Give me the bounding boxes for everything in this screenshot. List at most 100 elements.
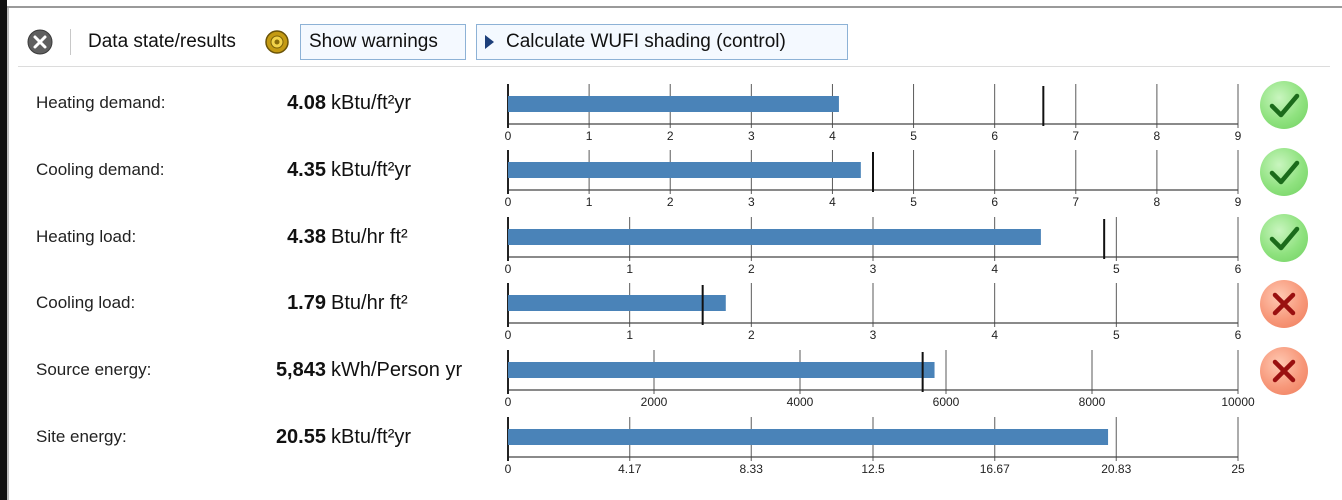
tick-label: 5 bbox=[910, 195, 917, 209]
cross-path bbox=[1272, 292, 1296, 316]
show-warnings-label: Show warnings bbox=[309, 31, 438, 52]
tick-label: 5 bbox=[910, 129, 917, 143]
tick-label: 6 bbox=[1235, 262, 1242, 276]
toolbar: Data state/results Show warnings Calcula… bbox=[18, 20, 1330, 67]
tick-label: 6 bbox=[991, 129, 998, 143]
tick-label: 0 bbox=[505, 262, 512, 276]
tick-label: 20.83 bbox=[1101, 462, 1131, 476]
status-indicator bbox=[1260, 280, 1308, 328]
bar-chart-svg: 0 1 2 3 4 5 6 bbox=[505, 283, 1242, 342]
tick-label: 10000 bbox=[1221, 395, 1255, 409]
bar-chart-cooling-load: 0 1 2 3 4 5 6 bbox=[500, 283, 1255, 349]
status-indicator bbox=[1260, 214, 1308, 262]
tick-label: 2 bbox=[748, 262, 755, 276]
window-top-border bbox=[7, 6, 1342, 8]
tick-label: 9 bbox=[1235, 129, 1242, 143]
metric-unit: kBtu/ft²yr bbox=[331, 426, 412, 448]
metric-value: 4.08 bbox=[287, 92, 326, 114]
metric-label: Heating demand: bbox=[36, 93, 166, 112]
metric-label: Cooling demand: bbox=[36, 160, 165, 179]
tick-label: 1 bbox=[586, 129, 593, 143]
value-bar bbox=[508, 295, 726, 311]
tick-label: 2000 bbox=[641, 395, 668, 409]
tick-label: 0 bbox=[505, 195, 512, 209]
tick-label: 5 bbox=[1113, 262, 1120, 276]
checkmark-path bbox=[1269, 226, 1300, 251]
tick-label: 0 bbox=[505, 129, 512, 143]
metric-label: Cooling load: bbox=[36, 293, 136, 312]
tick-label: 8.33 bbox=[740, 462, 764, 476]
tick-label: 7 bbox=[1072, 195, 1079, 209]
bar-chart-svg: 0 1 2 3 4 5 6 7 8 9 bbox=[505, 150, 1242, 209]
tick-label: 2 bbox=[667, 195, 674, 209]
metric-value: 20.55 bbox=[275, 426, 326, 448]
warning-status-icon bbox=[264, 24, 290, 60]
tick-label: 4000 bbox=[787, 395, 814, 409]
tick-label: 0 bbox=[505, 395, 512, 409]
metric-unit: Btu/hr ft² bbox=[331, 226, 408, 248]
metric-label: Heating load: bbox=[36, 227, 137, 246]
bar-chart-heating-load: 0 1 2 3 4 5 6 bbox=[500, 217, 1255, 283]
tick-label: 0 bbox=[505, 462, 512, 476]
tick-label: 4 bbox=[991, 262, 998, 276]
value-bar bbox=[508, 162, 861, 178]
tick-label: 1 bbox=[626, 262, 633, 276]
cross-icon bbox=[1272, 359, 1296, 383]
close-icon[interactable] bbox=[26, 24, 54, 60]
metric-value: 4.38 bbox=[287, 226, 326, 248]
tick-label: 8000 bbox=[1079, 395, 1106, 409]
metric-value: 5,843 bbox=[275, 359, 326, 381]
metric-label: Site energy: bbox=[36, 427, 127, 446]
tick-label: 12.5 bbox=[861, 462, 885, 476]
tick-label: 1 bbox=[586, 195, 593, 209]
checkmark-icon bbox=[1269, 226, 1300, 251]
tick-label: 6 bbox=[1235, 328, 1242, 342]
calculate-wufi-shading-button[interactable]: Calculate WUFI shading (control) bbox=[476, 24, 848, 60]
bar-chart-svg: 0 1 2 3 4 5 6 7 8 9 bbox=[505, 84, 1242, 143]
tick-label: 9 bbox=[1235, 195, 1242, 209]
play-triangle-icon bbox=[485, 35, 494, 49]
tick-label: 4.17 bbox=[618, 462, 642, 476]
status-indicator bbox=[1260, 148, 1308, 196]
status-indicator bbox=[1260, 81, 1308, 129]
bar-chart-svg: 0 4.17 8.33 12.5 16.67 20.83 25 bbox=[505, 417, 1245, 476]
value-bar bbox=[508, 229, 1041, 245]
checkmark-icon bbox=[1269, 160, 1300, 185]
tick-label: 3 bbox=[870, 328, 877, 342]
tick-label: 2 bbox=[667, 129, 674, 143]
bar-chart-svg: 0 2000 4000 6000 8000 10000 bbox=[505, 350, 1255, 409]
bar-chart-svg: 0 1 2 3 4 5 6 bbox=[505, 217, 1242, 276]
checkmark-path bbox=[1269, 93, 1300, 118]
bar-chart-source-energy: 0 2000 4000 6000 8000 10000 bbox=[500, 350, 1255, 416]
calculate-wufi-shading-label: Calculate WUFI shading (control) bbox=[506, 31, 786, 52]
tick-label: 4 bbox=[991, 328, 998, 342]
toolbar-separator bbox=[70, 29, 71, 55]
bar-chart-site-energy: 0 4.17 8.33 12.5 16.67 20.83 25 bbox=[500, 417, 1255, 483]
metric-unit: kBtu/ft²yr bbox=[331, 159, 412, 181]
tick-label: 6000 bbox=[933, 395, 960, 409]
tick-label: 0 bbox=[505, 328, 512, 342]
value-bar bbox=[508, 96, 839, 112]
cross-path bbox=[1272, 359, 1296, 383]
value-bar bbox=[508, 362, 935, 378]
metric-label: Source energy: bbox=[36, 360, 152, 379]
cross-icon bbox=[1272, 292, 1296, 316]
tick-label: 1 bbox=[626, 328, 633, 342]
tick-label: 5 bbox=[1113, 328, 1120, 342]
tick-label: 8 bbox=[1154, 195, 1161, 209]
window-left-border bbox=[0, 0, 7, 500]
metric-value: 4.35 bbox=[287, 159, 326, 181]
tick-label: 3 bbox=[870, 262, 877, 276]
tick-label: 7 bbox=[1072, 129, 1079, 143]
show-warnings-button[interactable]: Show warnings bbox=[300, 24, 466, 60]
tick-label: 3 bbox=[748, 195, 755, 209]
bar-chart-heating-demand: 0 1 2 3 4 5 6 7 8 9 bbox=[500, 84, 1255, 150]
tick-label: 4 bbox=[829, 129, 836, 143]
metric-value: 1.79 bbox=[287, 292, 326, 314]
tick-label: 8 bbox=[1154, 129, 1161, 143]
metric-unit: Btu/hr ft² bbox=[331, 292, 408, 314]
tick-label: 2 bbox=[748, 328, 755, 342]
tick-label: 25 bbox=[1231, 462, 1245, 476]
tick-label: 4 bbox=[829, 195, 836, 209]
metric-unit: kBtu/ft²yr bbox=[331, 92, 412, 114]
